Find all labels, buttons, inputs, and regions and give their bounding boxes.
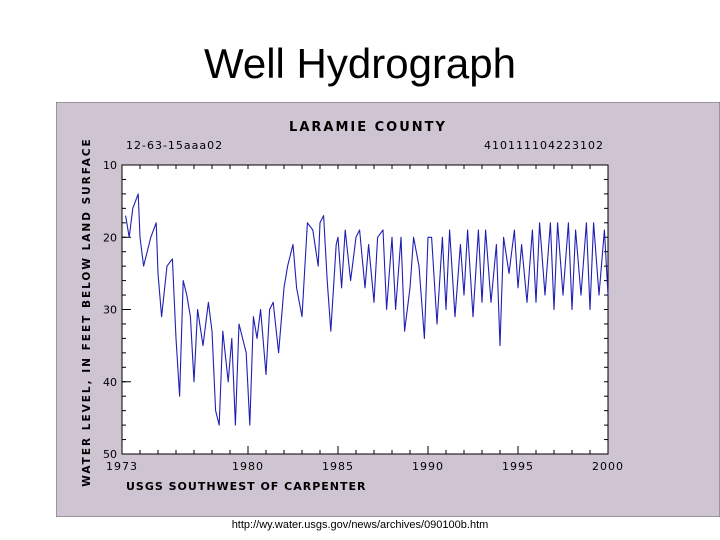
x-tick-label: 1980 [232, 460, 264, 473]
plot-area [121, 164, 609, 455]
series-group [125, 193, 609, 426]
water-level-series-line [125, 193, 609, 426]
slide-title: Well Hydrograph [203, 40, 517, 87]
hydrograph-chart: LARAMIE COUNTY 12-63-15aaa02 41011110422… [56, 102, 720, 517]
y-tick-label: 50 [103, 448, 117, 461]
x-axis-label: USGS SOUTHWEST OF CARPENTER [126, 480, 366, 493]
y-tick-label: 40 [103, 376, 117, 389]
y-tick-label: 20 [103, 231, 117, 244]
source-url: http://wy.water.usgs.gov/news/archives/0… [231, 519, 489, 531]
x-tick-label: 1985 [322, 460, 354, 473]
hydrograph-figure: LARAMIE COUNTY 12-63-15aaa02 41011110422… [56, 102, 720, 517]
y-tick-label: 10 [103, 159, 117, 172]
y-axis-label: WATER LEVEL, IN FEET BELOW LAND SURFACE [81, 137, 93, 486]
x-tick-label: 2000 [592, 460, 624, 473]
y-tick-label: 30 [103, 304, 117, 317]
chart-title: LARAMIE COUNTY [289, 120, 447, 135]
x-tick-label: 1990 [412, 460, 444, 473]
axis-ticks: 1973 1980 1985 1990 1995 2000 10 20 30 40 50 [103, 159, 624, 473]
station-number-label: 410111104223102 [484, 139, 604, 152]
x-tick-label: 1995 [502, 460, 534, 473]
site-id-label: 12-63-15aaa02 [126, 139, 223, 152]
x-tick-label: 1973 [106, 460, 138, 473]
